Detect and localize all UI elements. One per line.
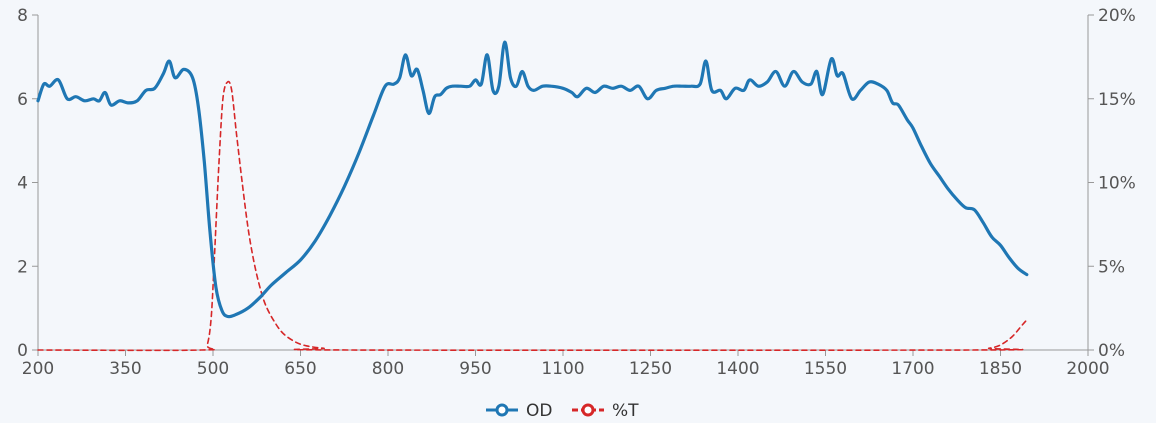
legend-label: %T xyxy=(612,401,639,421)
legend-label: OD xyxy=(526,401,552,421)
x-tick-label: 1550 xyxy=(804,359,847,379)
x-tick-label: 1100 xyxy=(541,359,584,379)
legend-item-od: OD xyxy=(486,401,552,421)
y-tick-label-right: 5% xyxy=(1098,257,1125,277)
y-tick-label-left: 2 xyxy=(17,257,28,277)
series-line-od xyxy=(36,40,1029,319)
y-tick-label-right: 15% xyxy=(1098,90,1136,110)
legend: OD %T xyxy=(486,401,639,421)
x-tick-label: 1700 xyxy=(891,359,934,379)
legend-swatch-marker xyxy=(581,403,595,417)
x-tick-label: 500 xyxy=(197,359,229,379)
y-tick-label-left: 6 xyxy=(17,90,28,110)
y-tick-label-left: 8 xyxy=(17,6,28,26)
x-tick-label: 950 xyxy=(459,359,491,379)
x-tick-label: 200 xyxy=(22,359,54,379)
y-tick-label-right: 0% xyxy=(1098,341,1125,361)
x-tick-label: 350 xyxy=(109,359,141,379)
x-tick-label: 650 xyxy=(284,359,316,379)
y-tick-label-right: 20% xyxy=(1098,6,1136,26)
x-tick-label: 1250 xyxy=(629,359,672,379)
x-tick-label: 800 xyxy=(372,359,404,379)
legend-item-t: %T xyxy=(572,401,639,421)
x-tick-label: 1850 xyxy=(979,359,1022,379)
legend-swatch-marker xyxy=(495,403,509,417)
series-line-t xyxy=(37,80,1028,352)
y-tick-label-left: 4 xyxy=(17,174,28,194)
series-layer xyxy=(36,40,1029,352)
x-tick-label: 1400 xyxy=(716,359,759,379)
y-tick-label-right: 10% xyxy=(1098,174,1136,194)
y-tick-label-left: 0 xyxy=(17,341,28,361)
axes: 200 350 500 650 800 950 1100 1250 1400 1550 1700 18… xyxy=(17,6,1136,379)
x-tick-label: 2000 xyxy=(1066,359,1109,379)
